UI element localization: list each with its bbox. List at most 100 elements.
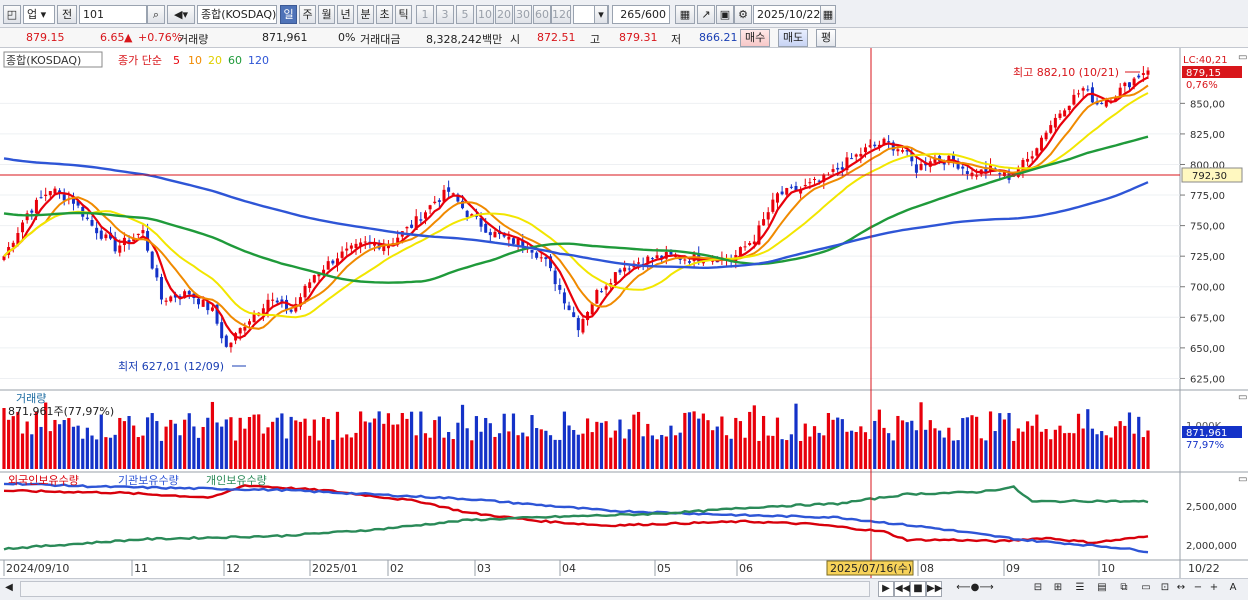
volume-bar	[785, 440, 789, 469]
volume-bar	[683, 412, 687, 469]
interval-dropdown-icon[interactable]: ▾	[594, 5, 608, 24]
period-minute[interactable]: 분	[357, 5, 374, 24]
candle	[252, 314, 256, 323]
zoom-fit-icon[interactable]: ⊡	[1160, 582, 1170, 593]
count-field[interactable]: 265/600	[612, 5, 670, 24]
holding-line-1	[3, 481, 1149, 554]
stop-icon[interactable]: ■	[910, 581, 926, 597]
candle	[419, 219, 423, 221]
chart-area[interactable]: 850,00 825,00 800,00 775,00 750,00 725,00 700,…	[0, 48, 1248, 578]
candle	[71, 198, 75, 204]
price-pane-menu-icon[interactable]: ▭	[1238, 52, 1247, 63]
eval-button[interactable]: 평	[816, 29, 837, 47]
draw-icon[interactable]: ↗	[697, 5, 715, 24]
zoom-in-icon[interactable]: +	[1209, 582, 1219, 593]
search-icon[interactable]: ⌕	[147, 5, 165, 24]
gear-icon[interactable]: ⚙	[734, 5, 752, 24]
volume-bar	[845, 431, 849, 469]
zoom-slider[interactable]: ⟵●⟶	[956, 582, 994, 593]
period-week[interactable]: 주	[299, 5, 316, 24]
box-icon[interactable]: ▣	[716, 5, 734, 24]
chart-type-icon[interactable]: ◰	[3, 5, 21, 24]
market-select[interactable]: 업 ▾	[23, 5, 55, 24]
volume-bar	[650, 435, 655, 469]
play-icon[interactable]: ▶	[878, 581, 894, 597]
interval-5[interactable]: 5	[456, 5, 474, 24]
copy-icon[interactable]: ⧉	[1120, 582, 1128, 593]
volume-bar	[2, 408, 6, 469]
volume-bar	[178, 435, 182, 469]
forward-icon[interactable]: ▶▶	[926, 581, 942, 597]
candle	[701, 261, 705, 264]
volume-bar	[16, 411, 20, 469]
interval-30[interactable]: 30	[514, 5, 532, 24]
window-icon[interactable]: ▭	[1141, 582, 1151, 593]
volume-bar	[914, 430, 919, 469]
volume-bar	[238, 417, 242, 469]
split-icon[interactable]: ⊞	[1053, 582, 1063, 593]
text-size-icon[interactable]: A	[1229, 582, 1237, 593]
volume-bar	[1016, 428, 1020, 469]
volume-bar	[359, 411, 363, 469]
volume-bar	[1090, 428, 1095, 469]
interval-120[interactable]: 120	[551, 5, 571, 24]
volume-bar	[85, 427, 89, 469]
layout-icon[interactable]: ⊟	[1033, 582, 1043, 593]
prev-button[interactable]: 전	[57, 5, 77, 24]
period-month[interactable]: 월	[318, 5, 335, 24]
table-icon[interactable]: ▤	[1097, 582, 1107, 593]
volume-bar	[67, 418, 71, 469]
volume-bar	[345, 434, 349, 469]
zoom-range-icon[interactable]: ↔	[1176, 582, 1186, 593]
interval-10[interactable]: 10	[476, 5, 494, 24]
candle	[961, 166, 965, 169]
interval-20[interactable]: 20	[495, 5, 513, 24]
rewind-icon[interactable]: ◀◀	[894, 581, 910, 597]
buy-button[interactable]: 매수	[740, 29, 771, 47]
list-icon[interactable]: ☰	[1075, 582, 1085, 593]
zoom-out-icon[interactable]: −	[1193, 582, 1203, 593]
period-second[interactable]: 초	[376, 5, 393, 24]
last-pct-tag: 0,76%	[1186, 80, 1218, 91]
candle	[132, 237, 136, 242]
candle	[39, 197, 43, 199]
calendar-icon[interactable]: ▦	[820, 5, 836, 24]
market-value: 업	[27, 8, 38, 21]
grid-icon[interactable]: ▦	[675, 5, 695, 24]
candle	[683, 259, 687, 261]
interval-1[interactable]: 1	[416, 5, 434, 24]
volume-bar	[372, 418, 377, 469]
volume-bar	[433, 420, 437, 469]
period-day[interactable]: 일	[280, 5, 297, 24]
quote-volume-pct: 0%	[338, 31, 356, 44]
volume-bar	[1086, 409, 1090, 469]
interval-60[interactable]: 60	[533, 5, 551, 24]
date-input[interactable]: 2025/10/22	[753, 5, 835, 24]
high-note: 최고 882,10 (10/21)	[1013, 66, 1119, 79]
scroll-left-icon[interactable]: ◀	[5, 582, 13, 593]
volume-bar	[257, 414, 261, 469]
volume-bar	[155, 421, 159, 469]
candle	[1114, 97, 1118, 102]
candle	[910, 153, 914, 162]
holdings-pane-menu-icon[interactable]: ▭	[1238, 474, 1247, 485]
candle	[590, 303, 594, 315]
candle	[1021, 160, 1025, 172]
candle	[11, 242, 15, 248]
period-year[interactable]: 년	[337, 5, 354, 24]
volume-bar	[118, 417, 122, 469]
volume-bar	[1113, 426, 1118, 469]
volume-bar	[720, 416, 724, 469]
legend-ma5: 5	[173, 54, 180, 67]
candle	[854, 154, 858, 157]
sell-button[interactable]: 매도	[778, 29, 809, 47]
speaker-icon[interactable]: ◀▾	[167, 5, 195, 24]
code-input[interactable]: 101	[79, 5, 147, 24]
horizontal-scrollbar[interactable]	[20, 581, 870, 597]
period-tick[interactable]: 틱	[395, 5, 412, 24]
candle	[118, 245, 122, 253]
volume-pane-menu-icon[interactable]: ▭	[1238, 392, 1247, 403]
candle	[1026, 158, 1030, 162]
volume-bar	[108, 437, 113, 469]
interval-3[interactable]: 3	[436, 5, 454, 24]
